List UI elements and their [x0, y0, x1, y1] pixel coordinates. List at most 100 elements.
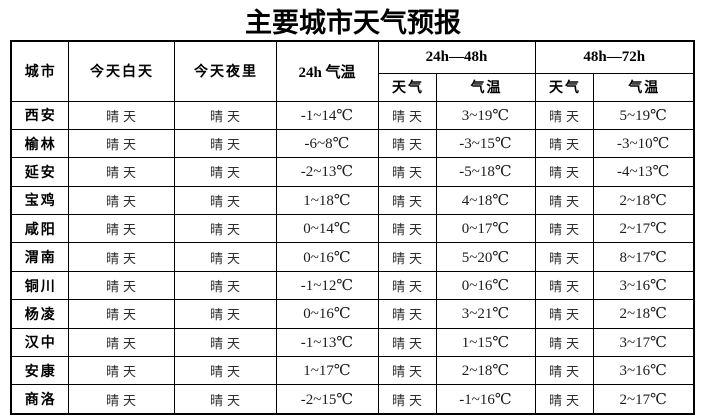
cell-temp-24h: -1~14℃ [275, 100, 379, 130]
table-row: 咸阳 晴天 晴天 0~14℃ 晴天 0~17℃ 晴天 2~17℃ [10, 214, 695, 244]
cell-today-night-weather: 晴天 [173, 242, 277, 272]
cell-today-day-weather: 晴天 [67, 157, 175, 187]
cell-today-night-weather: 晴天 [173, 128, 277, 159]
cell-temp-24h-48h: -5~18℃ [435, 157, 536, 187]
cell-city: 渭南 [10, 242, 69, 272]
cell-temp-48h-72h: 3~16℃ [592, 270, 695, 301]
cell-weather-24h-48h: 晴天 [377, 356, 437, 386]
cell-weather-48h-72h: 晴天 [534, 299, 594, 329]
cell-today-day-weather: 晴天 [67, 185, 175, 216]
cell-today-night-weather: 晴天 [173, 100, 277, 130]
cell-temp-24h-48h: 3~19℃ [435, 100, 536, 130]
cell-today-day-weather: 晴天 [67, 100, 175, 130]
table-row: 安康 晴天 晴天 1~17℃ 晴天 2~18℃ 晴天 3~16℃ [10, 356, 695, 386]
cell-today-night-weather: 晴天 [173, 270, 277, 301]
cell-city: 咸阳 [10, 214, 69, 244]
cell-weather-48h-72h: 晴天 [534, 384, 594, 415]
cell-temp-48h-72h: -3~10℃ [592, 128, 695, 159]
cell-temp-24h: 1~18℃ [275, 185, 379, 216]
cell-today-day-weather: 晴天 [67, 356, 175, 386]
cell-weather-48h-72h: 晴天 [534, 128, 594, 159]
header-temp-24h-48h: 气温 [435, 72, 536, 102]
cell-city: 杨凌 [10, 299, 69, 329]
cell-temp-48h-72h: -4~13℃ [592, 157, 695, 187]
cell-city: 商洛 [10, 384, 69, 415]
cell-today-night-weather: 晴天 [173, 299, 277, 329]
header-weather-48h-72h: 天气 [534, 72, 594, 102]
table-body: 西安 晴天 晴天 -1~14℃ 晴天 3~19℃ 晴天 5~19℃ 榆林 晴天 晴天 -6~8℃ 晴天 -… [10, 100, 695, 415]
cell-weather-24h-48h: 晴天 [377, 384, 437, 415]
cell-today-day-weather: 晴天 [67, 270, 175, 301]
header-weather-24h-48h: 天气 [377, 72, 437, 102]
cell-today-day-weather: 晴天 [67, 128, 175, 159]
cell-temp-48h-72h: 2~18℃ [592, 299, 695, 329]
cell-temp-24h: -2~15℃ [275, 384, 379, 415]
cell-today-day-weather: 晴天 [67, 242, 175, 272]
cell-weather-48h-72h: 晴天 [534, 356, 594, 386]
cell-temp-24h: -2~13℃ [275, 157, 379, 187]
cell-weather-48h-72h: 晴天 [534, 242, 594, 272]
cell-weather-24h-48h: 晴天 [377, 242, 437, 272]
cell-weather-24h-48h: 晴天 [377, 100, 437, 130]
cell-weather-48h-72h: 晴天 [534, 157, 594, 187]
header-city: 城市 [10, 40, 69, 102]
cell-temp-24h-48h: 4~18℃ [435, 185, 536, 216]
cell-temp-24h-48h: 2~18℃ [435, 356, 536, 386]
page-title: 主要城市天气预报 [245, 8, 461, 38]
cell-weather-24h-48h: 晴天 [377, 327, 437, 358]
cell-weather-48h-72h: 晴天 [534, 214, 594, 244]
cell-temp-24h-48h: -1~16℃ [435, 384, 536, 415]
header-group-24h-48h: 24h—48h [377, 40, 536, 74]
table-row: 渭南 晴天 晴天 0~16℃ 晴天 5~20℃ 晴天 8~17℃ [10, 242, 695, 272]
header-row-sub: 天气 气温 天气 气温 [11, 72, 695, 102]
cell-temp-24h-48h: 3~21℃ [435, 299, 536, 329]
cell-today-day-weather: 晴天 [67, 327, 175, 358]
cell-temp-24h-48h: 0~16℃ [435, 270, 536, 301]
cell-city: 汉中 [10, 327, 69, 358]
header-today-day: 今天白天 [67, 40, 175, 102]
cell-today-night-weather: 晴天 [173, 356, 277, 386]
cell-temp-48h-72h: 3~16℃ [592, 356, 695, 386]
cell-today-night-weather: 晴天 [173, 384, 277, 415]
cell-temp-24h: -1~13℃ [275, 327, 379, 358]
cell-weather-48h-72h: 晴天 [534, 100, 594, 130]
cell-temp-24h-48h: 1~15℃ [435, 327, 536, 358]
table-row: 延安 晴天 晴天 -2~13℃ 晴天 -5~18℃ 晴天 -4~13℃ [10, 157, 695, 187]
cell-today-night-weather: 晴天 [173, 214, 277, 244]
cell-today-day-weather: 晴天 [67, 214, 175, 244]
table-row: 榆林 晴天 晴天 -6~8℃ 晴天 -3~15℃ 晴天 -3~10℃ [10, 128, 695, 159]
cell-temp-48h-72h: 2~18℃ [592, 185, 695, 216]
cell-weather-48h-72h: 晴天 [534, 270, 594, 301]
header-temp-48h-72h: 气温 [592, 72, 695, 102]
cell-city: 铜川 [10, 270, 69, 301]
cell-weather-48h-72h: 晴天 [534, 327, 594, 358]
cell-temp-24h-48h: 5~20℃ [435, 242, 536, 272]
cell-today-night-weather: 晴天 [173, 327, 277, 358]
cell-temp-24h-48h: 0~17℃ [435, 214, 536, 244]
cell-temp-24h: -6~8℃ [275, 128, 379, 159]
cell-weather-24h-48h: 晴天 [377, 270, 437, 301]
cell-city: 榆林 [10, 128, 69, 159]
table-row: 杨凌 晴天 晴天 0~16℃ 晴天 3~21℃ 晴天 2~18℃ [10, 299, 695, 329]
cell-city: 西安 [10, 100, 69, 130]
cell-temp-48h-72h: 8~17℃ [592, 242, 695, 272]
table-header: 城市 今天白天 今天夜里 24h 气温 24h—48h 48h—72h 天气 气… [10, 40, 695, 102]
weather-table: 城市 今天白天 今天夜里 24h 气温 24h—48h 48h—72h 天气 气… [10, 40, 695, 415]
table-row: 西安 晴天 晴天 -1~14℃ 晴天 3~19℃ 晴天 5~19℃ [10, 100, 695, 130]
cell-today-day-weather: 晴天 [67, 384, 175, 415]
table-row: 汉中 晴天 晴天 -1~13℃ 晴天 1~15℃ 晴天 3~17℃ [10, 327, 695, 358]
cell-temp-24h: 0~16℃ [275, 299, 379, 329]
cell-weather-24h-48h: 晴天 [377, 185, 437, 216]
cell-temp-48h-72h: 5~19℃ [592, 100, 695, 130]
cell-today-night-weather: 晴天 [173, 185, 277, 216]
cell-weather-24h-48h: 晴天 [377, 214, 437, 244]
header-temp-24h: 24h 气温 [275, 40, 379, 102]
cell-today-day-weather: 晴天 [67, 299, 175, 329]
header-row-groups: 城市 今天白天 今天夜里 24h 气温 24h—48h 48h—72h [10, 40, 695, 102]
cell-temp-24h-48h: -3~15℃ [435, 128, 536, 159]
cell-weather-24h-48h: 晴天 [377, 299, 437, 329]
cell-temp-24h: -1~12℃ [275, 270, 379, 301]
cell-temp-48h-72h: 3~17℃ [592, 327, 695, 358]
cell-today-night-weather: 晴天 [173, 157, 277, 187]
cell-city: 延安 [10, 157, 69, 187]
